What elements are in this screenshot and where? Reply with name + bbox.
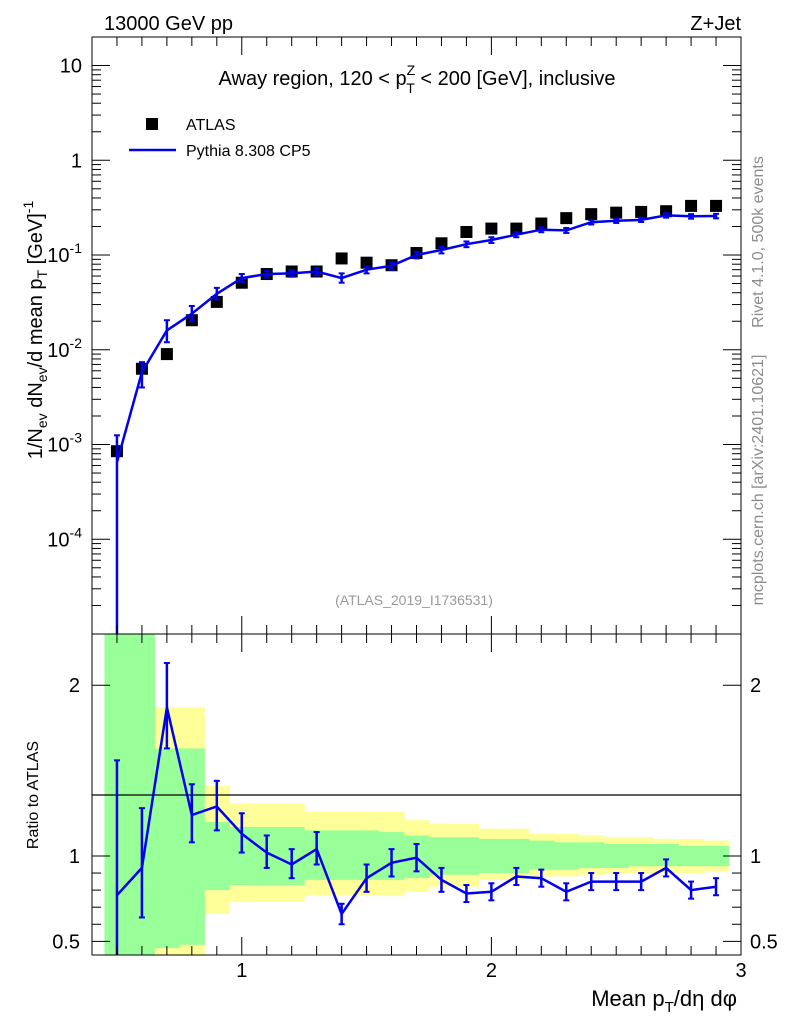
ratio-green-band — [453, 837, 480, 875]
atlas-data-point — [560, 212, 573, 225]
ratio-green-band — [329, 830, 355, 880]
ratio-green-band — [553, 842, 580, 870]
ratio-y-tick-label-right: 1 — [750, 846, 761, 868]
main-y-tick-label: 10-3 — [47, 430, 82, 457]
ratio-y-tick-label: 2 — [69, 675, 80, 697]
legend-atlas-label: ATLAS — [186, 117, 236, 134]
atlas-data-point — [635, 205, 648, 218]
ratio-green-band — [703, 845, 730, 867]
atlas-data-point — [335, 252, 348, 265]
main-y-tick-label: 1 — [71, 150, 82, 172]
ratio-frame — [91, 633, 742, 956]
ratio-green-band — [204, 821, 230, 891]
ratio-green-band — [653, 844, 680, 867]
ratio-axes: 0.5 0.5 1 1 2 2 1 2 3 — [52, 634, 778, 982]
rivet-version-label: Rivet 4.1.0, 500k events — [750, 156, 767, 328]
ratio-y-tick-label-right: 2 — [750, 675, 761, 697]
main-y-tick-label: 10-2 — [47, 335, 82, 362]
header-right: Z+Jet — [690, 13, 741, 35]
atlas-data-point — [610, 206, 623, 219]
ratio-line — [116, 707, 717, 917]
main-y-tick-label: 10 — [60, 56, 82, 78]
x-tick-label: 2 — [486, 960, 497, 982]
atlas-data-point — [685, 199, 698, 212]
mcplots-label: mcplots.cern.ch [arXiv:2401.10621] — [750, 355, 767, 606]
ratio-y-tick-label: 0.5 — [52, 931, 80, 953]
main-y-label: 1/Nev dNev/d mean pT [GeV]-1 — [20, 201, 50, 460]
legend-atlas-marker — [146, 118, 158, 130]
ratio-green-band — [578, 842, 605, 868]
main-title: Away region, 120 < pZ T < 200 [GeV], incl… — [219, 62, 616, 96]
x-axis-label: Mean pT/dη dφ — [591, 986, 737, 1016]
main-y-axis: 10-4 10-3 10-2 10-1 1 10 — [47, 36, 741, 635]
main-y-tick-label: 10-1 — [47, 240, 82, 267]
pythia-line — [115, 214, 717, 463]
ratio-y-tick-label: 1 — [69, 846, 80, 868]
ratio-green-band — [528, 840, 555, 870]
ratio-green-band — [678, 845, 705, 867]
analysis-id-watermark: (ATLAS_2019_I1736531) — [335, 592, 493, 608]
atlas-data-point — [160, 348, 173, 361]
atlas-data-point — [585, 208, 598, 221]
ratio-green-band — [478, 838, 505, 874]
legend-pythia-label: Pythia 8.308 CP5 — [186, 143, 311, 160]
ratio-green-band — [628, 844, 655, 867]
ratio-green-band — [154, 748, 180, 949]
atlas-data-point — [710, 199, 723, 212]
header-left: 13000 GeV pp — [104, 13, 233, 35]
x-tick-label: 1 — [236, 960, 247, 982]
ratio-series-layer — [113, 662, 720, 955]
ratio-green-band — [603, 844, 630, 868]
ratio-y-label: Ratio to ATLAS — [25, 741, 42, 849]
main-y-tick-label: 10-4 — [47, 524, 82, 551]
x-tick-label: 3 — [735, 960, 746, 982]
main-series-layer — [110, 199, 723, 634]
atlas-data-point — [460, 225, 473, 238]
ratio-y-tick-label-right: 0.5 — [750, 931, 778, 953]
atlas-data-point — [485, 222, 498, 235]
